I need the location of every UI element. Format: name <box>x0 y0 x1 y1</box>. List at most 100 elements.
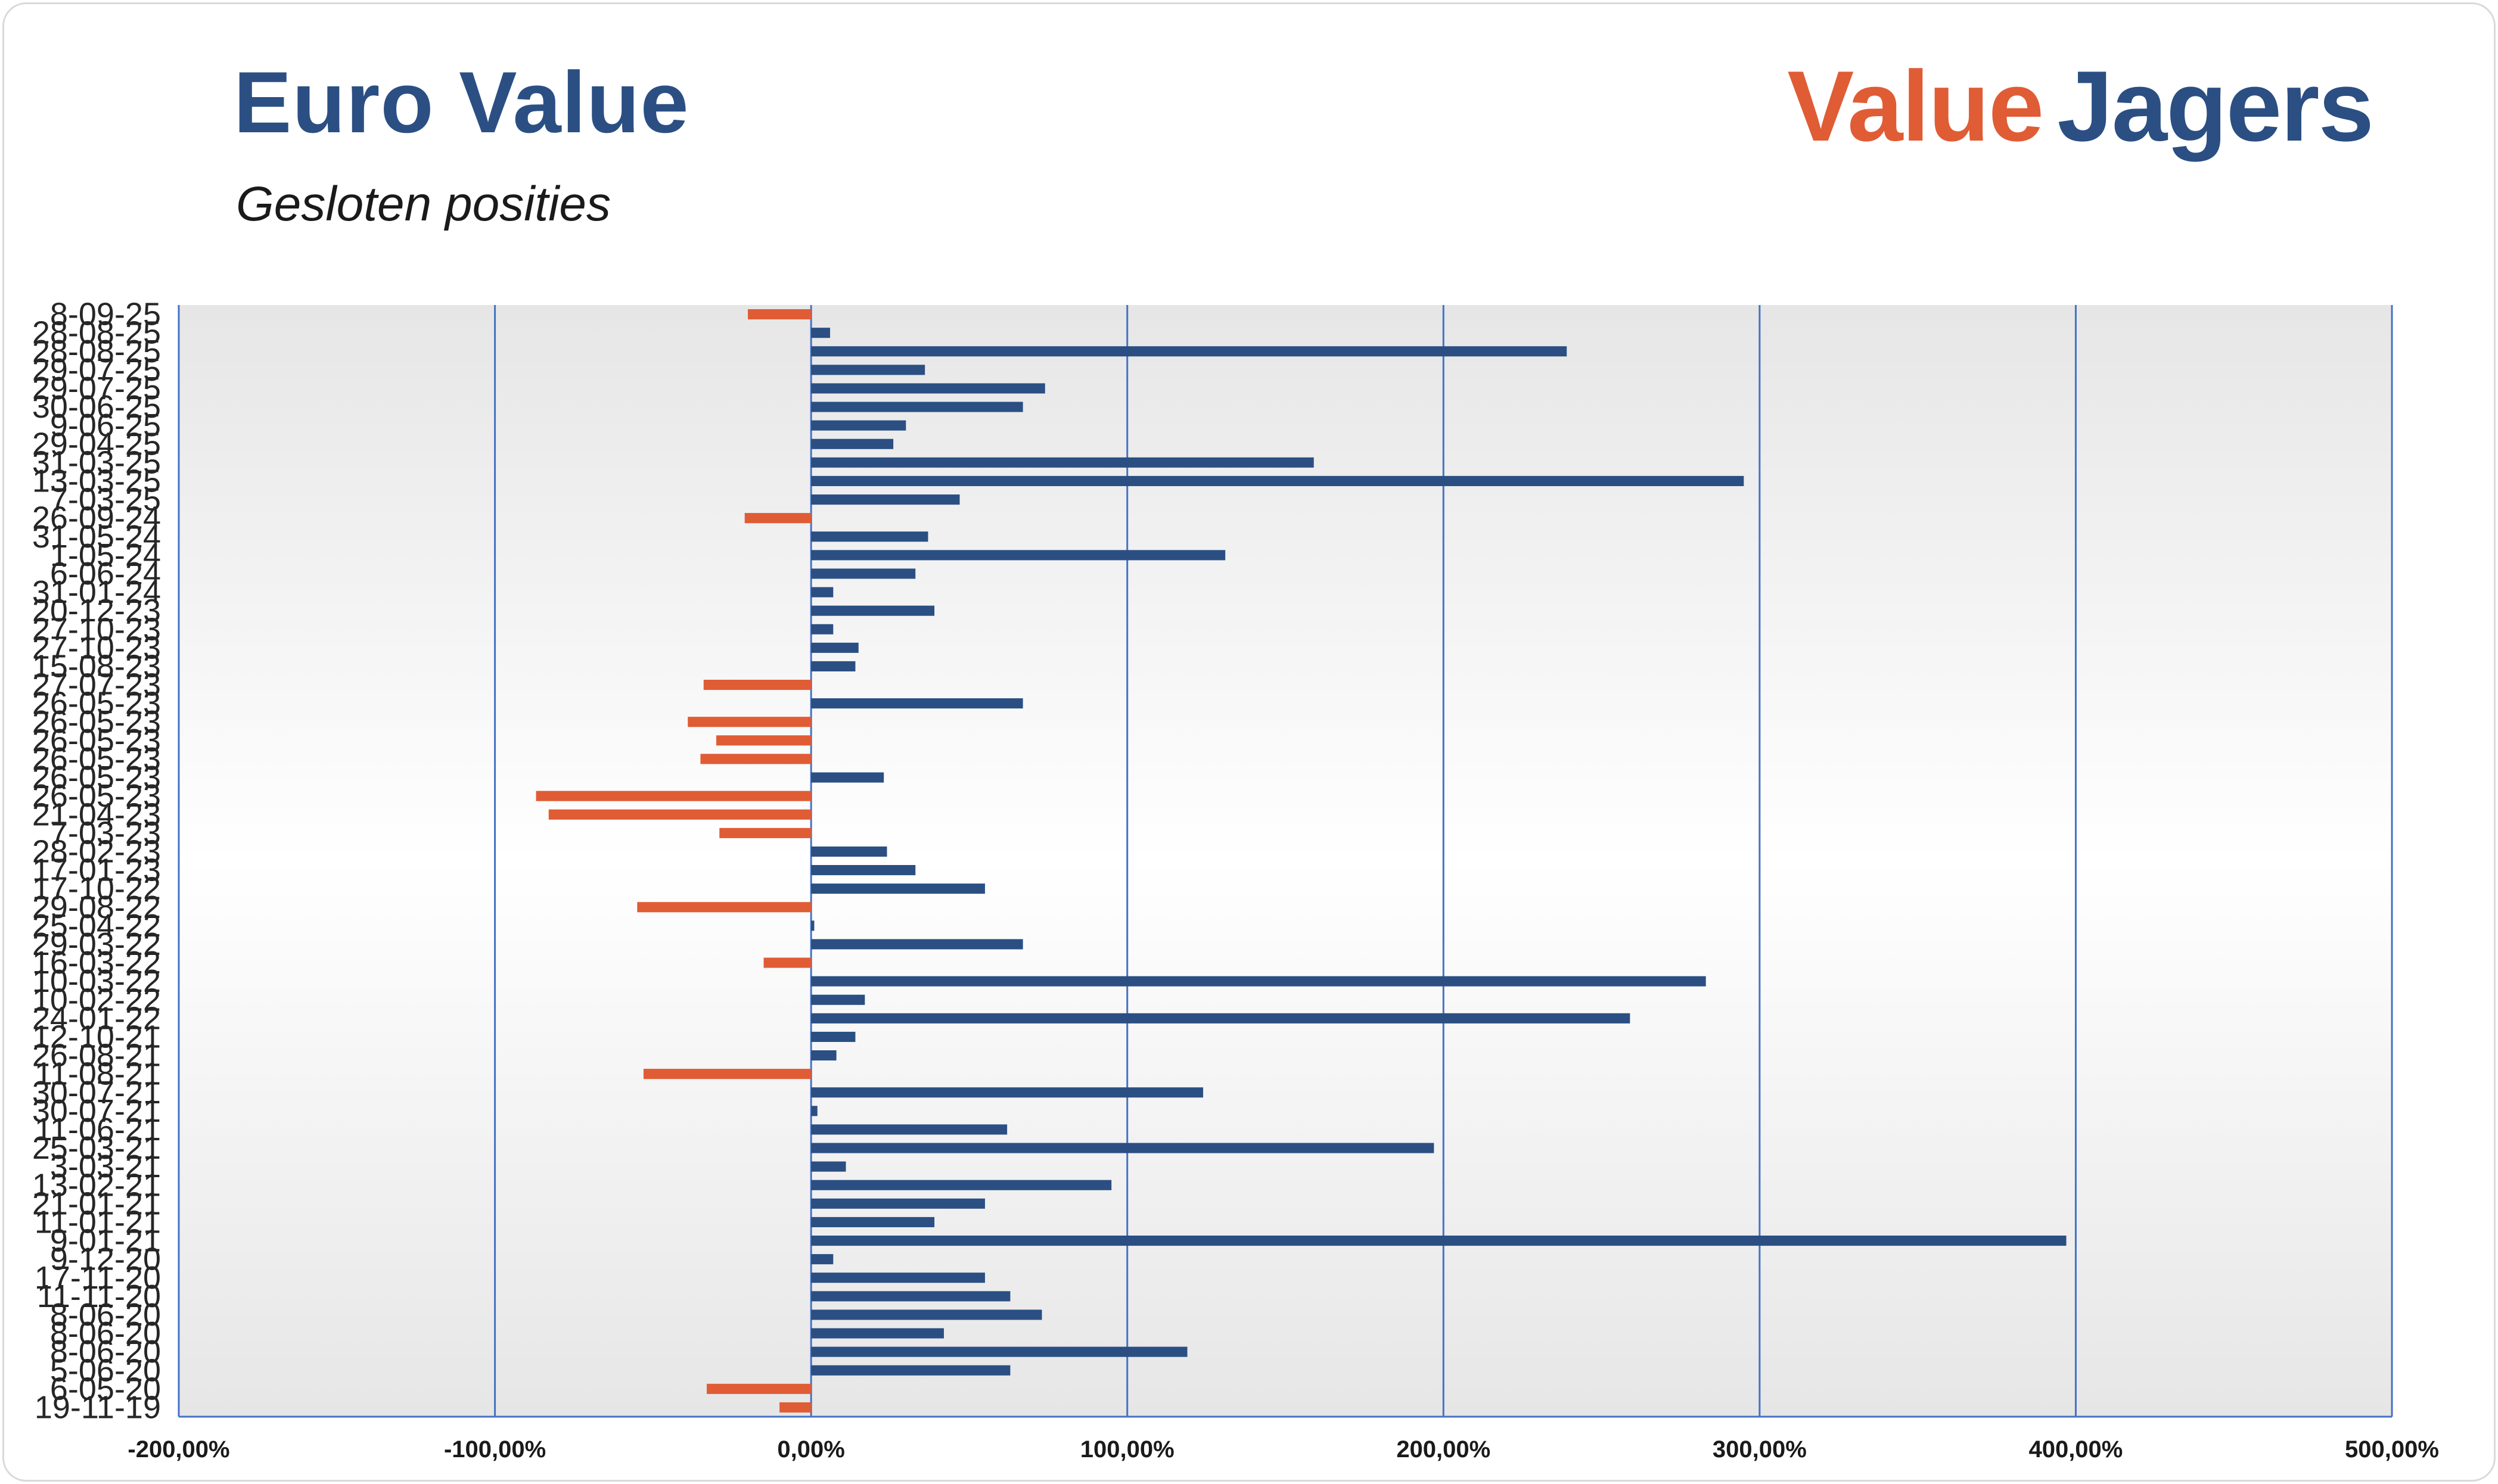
y-tick-label: 26-05-23 <box>32 760 161 795</box>
y-tick-label: 29-07-25 <box>32 352 161 388</box>
y-tick-label: 9-01-21 <box>50 1223 161 1259</box>
chart-title: Euro Value <box>234 54 689 151</box>
y-tick-label: 12-10-21 <box>32 1019 161 1054</box>
y-tick-label: 29-03-22 <box>32 926 161 962</box>
bar <box>811 1217 935 1228</box>
x-tick-label: 0,00% <box>777 1436 844 1463</box>
bar <box>748 309 812 320</box>
bar <box>719 827 812 838</box>
y-tick-label: 8-06-20 <box>50 1334 161 1370</box>
bar <box>811 1365 1011 1376</box>
y-tick-label: 31-05-24 <box>32 519 161 555</box>
y-tick-label: 13-03-25 <box>32 463 161 499</box>
y-tick-label: 19-11-19 <box>35 1389 161 1425</box>
bar <box>779 1402 812 1413</box>
y-tick-label: 8-06-20 <box>50 1297 161 1333</box>
bar <box>811 772 884 783</box>
y-tick-label: 28-08-25 <box>32 315 161 351</box>
bar <box>716 735 812 746</box>
y-tick-label: 28-08-25 <box>32 334 161 369</box>
y-tick-label: 27-07-23 <box>32 667 161 703</box>
y-tick-label: 10-03-22 <box>32 963 161 999</box>
bar <box>811 1180 1112 1190</box>
y-tick-label: 21-01-21 <box>32 1186 161 1221</box>
bar <box>811 402 1023 412</box>
brand-logo-part1: Value <box>1787 50 2044 162</box>
y-tick-label: 30-07-21 <box>32 1075 161 1110</box>
y-tick-label: 9-12-20 <box>50 1242 161 1277</box>
y-tick-label: 26-05-23 <box>32 723 161 758</box>
bar <box>811 328 830 338</box>
x-tick-label: 100,00% <box>1080 1436 1175 1463</box>
bar <box>811 494 960 505</box>
bar <box>811 1143 1434 1153</box>
y-tick-label: 11-06-21 <box>35 1112 161 1147</box>
y-tick-label: 6-06-24 <box>50 556 161 592</box>
bar <box>811 1124 1008 1135</box>
bar <box>811 1013 1630 1023</box>
x-tick-label: 200,00% <box>1396 1436 1490 1463</box>
y-tick-label: 8-06-20 <box>50 1315 161 1351</box>
bar <box>811 346 1567 357</box>
y-tick-label: 17-01-23 <box>32 853 161 888</box>
bar <box>811 1291 1011 1302</box>
bar <box>811 1346 1188 1357</box>
bar <box>811 1273 985 1283</box>
bar <box>811 624 834 634</box>
bar <box>811 457 1314 468</box>
y-tick-label: 26-05-23 <box>32 704 161 740</box>
y-tick-label: 27-10-23 <box>32 611 161 647</box>
plot-area <box>179 305 2392 1417</box>
x-tick-label: -200,00% <box>128 1436 229 1463</box>
bar <box>763 957 812 968</box>
y-tick-label: 29-07-25 <box>32 371 161 406</box>
y-tick-label: 16-03-22 <box>32 945 161 981</box>
bar <box>811 1309 1042 1320</box>
bar <box>811 1328 944 1339</box>
bar <box>536 791 812 801</box>
bar <box>811 587 834 598</box>
y-tick-label: 31-03-25 <box>32 444 161 480</box>
y-tick-label: 6-05-20 <box>50 1371 161 1407</box>
y-tick-label: 8-09-25 <box>50 297 161 332</box>
y-tick-label: 26-05-23 <box>32 778 161 814</box>
bar <box>811 1031 856 1043</box>
bar <box>811 568 916 579</box>
x-tick-label: 500,00% <box>2345 1436 2439 1463</box>
bar <box>811 920 815 931</box>
bar <box>811 1050 837 1061</box>
y-tick-label: 9-06-25 <box>50 407 161 443</box>
bar <box>811 550 1226 561</box>
bar <box>637 902 812 913</box>
bar <box>811 531 928 542</box>
bar <box>811 642 859 653</box>
y-tick-label: 20-12-23 <box>32 593 161 629</box>
y-tick-label: 21-04-23 <box>32 797 161 832</box>
y-tick-label: 24-01-22 <box>32 1000 161 1036</box>
bar <box>811 365 925 375</box>
y-tick-label: 5-06-20 <box>50 1352 161 1388</box>
bar <box>811 420 906 431</box>
bar <box>811 1235 2067 1246</box>
y-tick-label: 13-02-21 <box>32 1167 161 1203</box>
y-tick-label: 17-10-22 <box>32 871 161 907</box>
x-tick-label: 400,00% <box>2028 1436 2123 1463</box>
bar <box>811 1198 985 1209</box>
y-tick-label: 26-05-23 <box>32 686 161 721</box>
bar <box>811 939 1023 950</box>
y-tick-label: 25-04-22 <box>32 908 161 944</box>
bar <box>811 661 856 672</box>
bar <box>811 1106 818 1116</box>
bar <box>548 809 812 820</box>
bar <box>700 754 812 764</box>
y-tick-label: 30-06-25 <box>32 389 161 425</box>
bar <box>811 1161 846 1172</box>
bar <box>811 994 865 1005</box>
y-tick-label: 28-02-23 <box>32 833 161 869</box>
chart-subtitle: Gesloten posities <box>236 177 611 231</box>
bar <box>811 1254 834 1265</box>
x-tick-label: 300,00% <box>1713 1436 1807 1463</box>
bar <box>811 846 887 857</box>
y-tick-label: 11-08-21 <box>35 1056 161 1092</box>
y-tick-label: 27-10-23 <box>32 630 161 665</box>
